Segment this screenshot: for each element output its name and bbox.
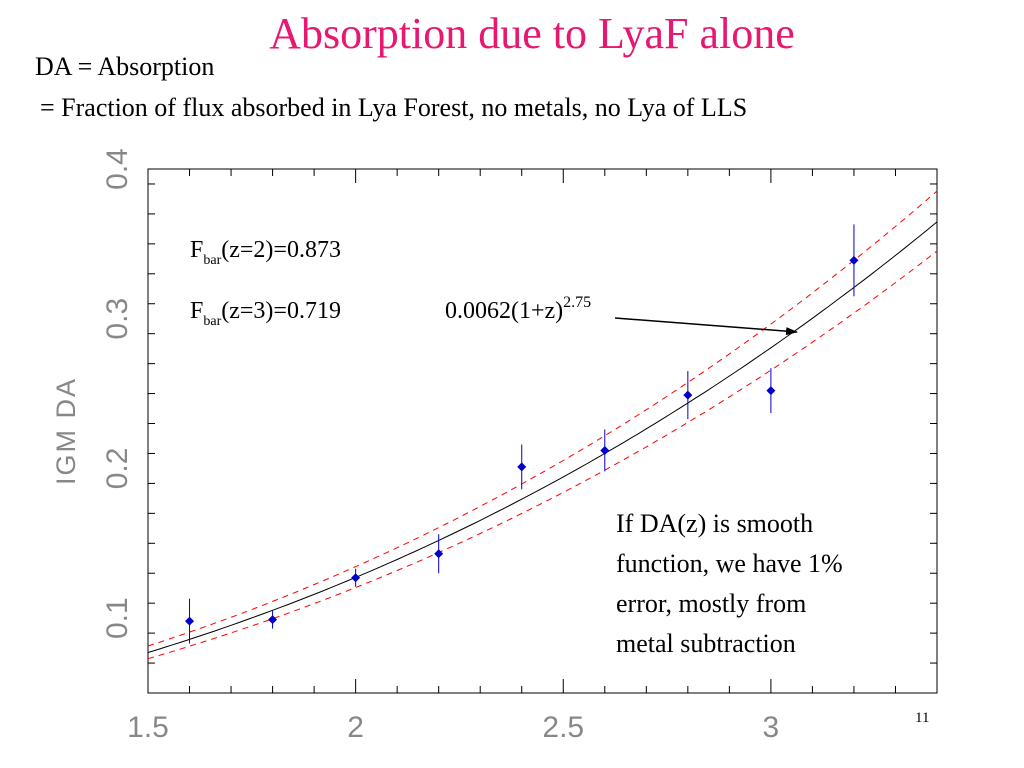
data-point <box>185 616 195 626</box>
note-line: If DA(z) is smooth <box>616 509 813 538</box>
y-tick-label: 0.4 <box>101 148 134 190</box>
fbar-z3-value: (z=3)=0.719 <box>221 298 341 324</box>
data-point <box>683 390 693 400</box>
y-tick-label: 0.2 <box>101 448 134 490</box>
data-point <box>517 462 527 472</box>
fbar-z2-subscript: bar <box>203 253 221 268</box>
data-point <box>351 573 361 583</box>
x-tick-label: 1.5 <box>127 711 169 744</box>
definition-line-1: DA = Absorption <box>35 52 215 81</box>
x-tick-labels: 1.5 2 2.5 3 <box>127 711 779 744</box>
fit-formula-label: 0.0062(1+z)2.75 <box>445 294 591 324</box>
y-tick-labels: 0.1 0.2 0.3 0.4 <box>101 148 134 639</box>
data-point <box>600 445 610 455</box>
note-line: metal subtraction <box>616 629 796 658</box>
data-point <box>766 386 776 396</box>
fbar-z3-prefix: F <box>190 298 203 324</box>
fbar-z3-subscript: bar <box>203 314 221 329</box>
note-line: error, mostly from <box>616 589 806 618</box>
axis-ticks <box>147 169 938 694</box>
fbar-z3-label: Fbar(z=3)=0.719 <box>190 298 341 329</box>
fit-arrow <box>614 317 798 336</box>
fbar-z2-label: Fbar(z=2)=0.873 <box>190 237 341 268</box>
y-axis-label: IGM DA <box>51 377 81 485</box>
x-tick-label: 2.5 <box>542 711 584 744</box>
fit-curves <box>147 190 938 660</box>
fit-curve <box>147 221 938 653</box>
x-tick-label: 3 <box>763 711 780 744</box>
x-tick-label: 2 <box>347 711 364 744</box>
data-point <box>434 549 444 559</box>
fbar-z2-prefix: F <box>190 237 203 263</box>
note-line: function, we have 1% <box>616 549 843 578</box>
fit-formula-exponent: 2.75 <box>563 294 591 311</box>
fit-formula-base: 0.0062(1+z) <box>445 298 563 324</box>
fit-bound-curve <box>147 190 938 647</box>
note-text: If DA(z) is smooth function, we have 1% … <box>616 509 849 658</box>
definition-line-2: = Fraction of flux absorbed in Lya Fores… <box>40 93 748 122</box>
fit-bound-curve <box>147 250 938 660</box>
slide-title: Absorption due to LyaF alone <box>269 9 795 58</box>
y-tick-label: 0.1 <box>101 597 134 639</box>
y-tick-label: 0.3 <box>101 298 134 340</box>
slide-number: 11 <box>915 710 930 726</box>
data-point <box>268 615 278 625</box>
data-points <box>185 224 859 644</box>
data-point <box>849 255 859 265</box>
fbar-z2-value: (z=2)=0.873 <box>221 237 341 263</box>
plot-frame <box>147 168 938 694</box>
